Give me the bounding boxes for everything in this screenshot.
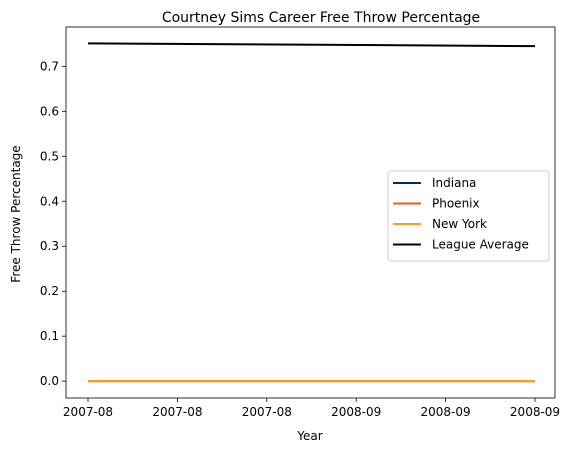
legend-label: New York <box>432 217 487 231</box>
x-tick-label: 2007-08 <box>63 405 113 419</box>
y-axis: 0.0 0.1 0.2 0.3 0.4 0.5 0.6 0.7 <box>40 59 66 388</box>
plot-frame <box>65 26 556 399</box>
x-tick-label: 2008-09 <box>331 405 381 419</box>
series-line-3 <box>87 42 536 48</box>
y-tick-label: 0.3 <box>40 239 59 253</box>
legend-label: Indiana <box>432 176 476 190</box>
x-tick-label: 2008-09 <box>421 405 471 419</box>
x-axis: 2007-08 2007-08 2007-08 2008-09 2008-09 2008-… <box>63 398 560 419</box>
y-tick-label: 0.5 <box>40 149 59 163</box>
legend: Indiana Phoenix New York League Average <box>387 170 550 262</box>
y-tick-label: 0.1 <box>40 329 59 343</box>
chart-title: Courtney Sims Career Free Throw Percenta… <box>162 10 480 26</box>
plot-area <box>87 42 536 383</box>
y-tick-label: 0.7 <box>40 59 59 73</box>
x-tick-label: 2007-08 <box>152 405 202 419</box>
legend-label: Phoenix <box>432 197 480 211</box>
x-axis-label: Year <box>296 429 322 443</box>
y-tick-label: 0.6 <box>40 104 59 118</box>
y-tick-label: 0.2 <box>40 284 59 298</box>
y-tick-label: 0.4 <box>40 194 59 208</box>
x-tick-label: 2008-09 <box>510 405 560 419</box>
legend-label: League Average <box>432 238 529 252</box>
x-tick-label: 2007-08 <box>242 405 292 419</box>
y-axis-label: Free Throw Percentage <box>9 145 23 282</box>
y-tick-label: 0.0 <box>40 374 59 388</box>
legend-box <box>387 170 550 262</box>
